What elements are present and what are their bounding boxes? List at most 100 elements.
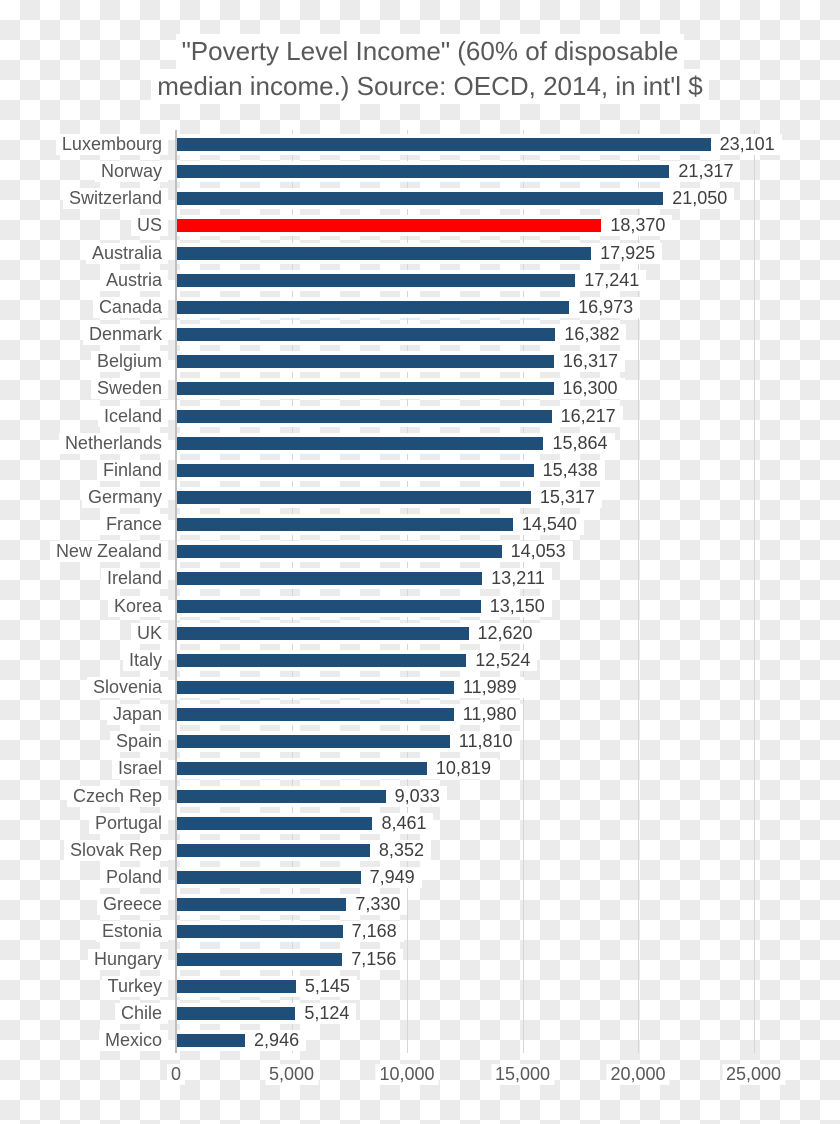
bar [177,925,343,939]
country-label: Chile [114,1002,168,1024]
bar [177,762,427,776]
chart-row: Norway 21,317 [0,161,840,183]
gridline [407,130,408,1053]
bar-halo-strip: 11,980 [176,704,524,726]
value-label: 18,370 [610,215,666,236]
country-label: Denmark [82,324,168,346]
bar [177,626,469,640]
chart-row: Slovak Rep 8,352 [0,839,840,861]
country-label: Czech Rep [66,785,168,807]
chart-row: Canada 16,973 [0,296,840,318]
bar [177,871,361,885]
country-label: Finland [96,459,168,481]
chart-row: Greece 7,330 [0,894,840,916]
bar-halo-strip: 5,145 [176,975,357,997]
value-label: 15,438 [542,459,598,480]
bar [177,816,373,830]
bar-halo-strip: 21,050 [176,188,735,210]
bar-halo-strip: 17,925 [176,242,663,264]
value-label: 16,973 [578,296,634,317]
bar-halo-strip: 23,101 [176,134,782,155]
value-label: 17,925 [600,242,656,263]
bar [177,328,556,342]
country-label: Germany [81,486,168,508]
value-label: 12,620 [477,622,533,643]
bar [177,355,554,369]
value-label: 7,330 [355,894,401,915]
gridline [754,130,755,1053]
chart-row: Iceland 16,217 [0,405,840,427]
x-tick-label: 10,000 [375,1064,439,1085]
bar-halo-strip: 14,540 [176,514,584,536]
bar-halo-strip: 7,168 [176,921,404,943]
bar [177,436,544,450]
x-tick-label: 5,000 [264,1064,319,1085]
value-label: 11,980 [462,704,517,725]
country-label: Turkey [101,975,168,997]
country-label: Italy [122,649,168,671]
bar-halo-strip: 11,810 [176,731,520,753]
bar-halo-strip: 9,033 [176,785,447,807]
bar-halo-strip: 13,211 [176,568,552,590]
chart-row: Ireland 13,211 [0,568,840,590]
country-label: Korea [107,595,168,617]
value-label: 16,300 [562,378,618,399]
chart-row: Austria 17,241 [0,269,840,291]
bar [177,409,552,423]
country-label: Iceland [97,405,168,427]
country-label: Norway [94,161,168,183]
bar [177,273,576,287]
country-label: Luxembourg [55,134,168,155]
country-label: Mexico [98,1029,168,1051]
bar-halo-strip: 14,053 [176,541,573,563]
bar-halo-strip: 7,949 [176,867,422,889]
value-label: 16,217 [560,405,616,426]
country-label: Sweden [90,378,168,400]
bar-halo-strip: 12,524 [176,649,538,671]
value-label: 8,461 [381,812,427,833]
value-label: 11,989 [462,677,517,697]
country-label: Israel [111,758,168,780]
bar [177,246,592,260]
bar [177,545,502,559]
value-label: 14,053 [510,541,566,562]
country-label: New Zealand [49,541,168,563]
gridline [523,130,524,1053]
value-label: 13,150 [489,595,545,616]
x-tick-label: 20,000 [606,1064,670,1085]
bar [177,843,370,857]
value-label: 9,033 [394,785,440,806]
chart-row: Korea 13,150 [0,595,840,617]
value-label: 2,946 [254,1029,300,1050]
bar-halo-strip: 12,620 [176,622,540,644]
bar-halo-strip: 16,217 [176,405,623,427]
bar [177,708,454,722]
country-label: Slovenia [86,677,168,698]
country-label: Slovak Rep [63,839,168,861]
bar-halo-strip: 16,300 [176,378,625,400]
chart-row: Israel 10,819 [0,758,840,780]
value-label: 11,810 [458,731,513,752]
y-axis-line [175,130,177,1053]
chart-row: Mexico 2,946 [0,1029,840,1051]
value-label: 5,124 [304,1002,350,1023]
value-label: 16,382 [564,324,620,345]
bar [177,1033,246,1047]
bar [177,138,711,151]
bar-halo-strip: 21,317 [176,161,741,183]
country-label: Austria [99,269,168,291]
bar [177,979,296,993]
bar-halo-strip: 8,461 [176,812,434,834]
bar-halo-strip: 2,946 [176,1029,307,1051]
bar-halo-strip: 13,150 [176,595,552,617]
value-label: 14,540 [521,514,577,535]
chart-row: Australia 17,925 [0,242,840,264]
chart-row: Italy 12,524 [0,649,840,671]
bar [177,898,347,912]
bar-halo-strip: 5,124 [176,1002,357,1024]
bar-halo-strip: 15,864 [176,432,615,454]
bar [177,653,467,667]
country-label: US [130,215,168,237]
